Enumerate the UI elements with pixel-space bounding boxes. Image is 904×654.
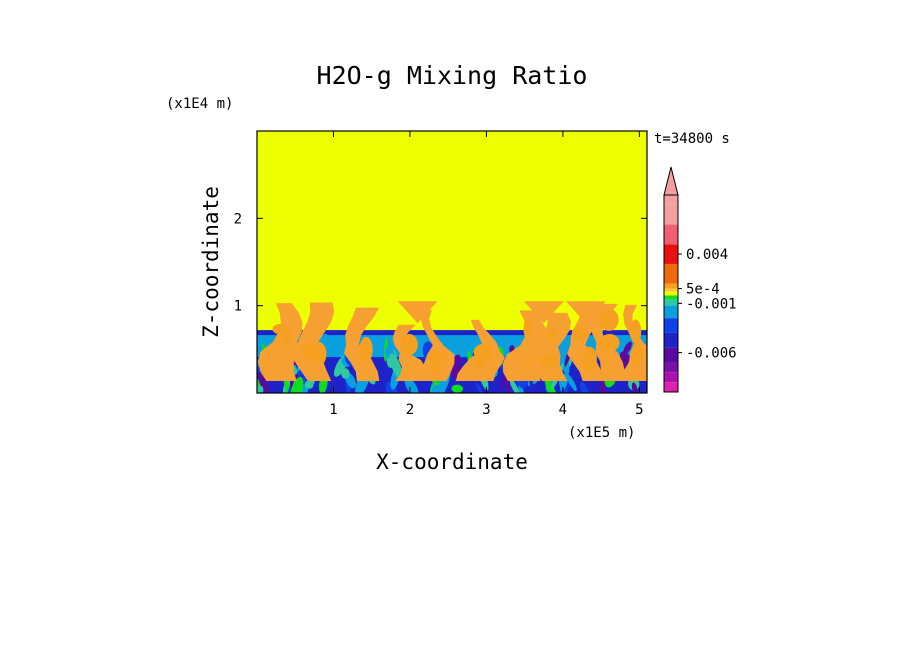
plume-core	[571, 325, 588, 340]
moisture-plume	[410, 310, 455, 381]
bl-streak	[631, 382, 638, 393]
moisture-plume	[591, 303, 625, 381]
colorbar-band	[664, 295, 678, 300]
bl-streak	[389, 353, 403, 380]
plume-core	[631, 343, 643, 366]
z-tick-label: 1	[234, 299, 242, 315]
x-tick-label: 5	[635, 402, 643, 418]
moisture-plume	[526, 312, 571, 381]
colorbar-band	[664, 263, 678, 284]
bl-streak	[451, 384, 464, 393]
bl-streak	[283, 376, 293, 393]
x-tick-label: 4	[559, 402, 567, 418]
moisture-plume	[392, 324, 427, 381]
x-tick-label: 1	[329, 402, 337, 418]
bl-streak	[290, 376, 304, 393]
plume-core	[360, 343, 369, 355]
bl-streak	[599, 376, 607, 393]
z-axis-label: Z-coordinate	[199, 186, 223, 338]
colorbar-band	[664, 305, 678, 319]
bl-streak	[257, 372, 270, 393]
bl-streak	[431, 384, 441, 393]
colorbar: 0.004 5e-4-0.001 -0.006	[663, 166, 737, 393]
bl-streak	[341, 368, 350, 379]
moisture-plume	[344, 307, 380, 381]
plume-core	[523, 319, 532, 339]
z-tick-label: 2	[234, 211, 242, 227]
chart-title: H2O-g Mixing Ratio	[317, 61, 588, 90]
x-tick-label: 3	[482, 402, 490, 418]
x-tick-label: 2	[406, 402, 414, 418]
bl-streak	[566, 374, 577, 392]
bl-streak	[544, 377, 558, 393]
z-axis-unit: (x1E4 m)	[166, 96, 233, 112]
colorbar-band	[664, 291, 678, 296]
plot-area	[257, 131, 647, 393]
plume-anvil	[565, 301, 606, 324]
plume-core	[400, 333, 418, 356]
plume-core	[428, 351, 448, 363]
plume-core	[599, 334, 620, 352]
colorbar-band	[664, 372, 678, 383]
colorbar-frame	[663, 194, 679, 393]
x-axis-unit: (x1E5 m)	[568, 425, 635, 441]
plume-core	[473, 343, 493, 362]
bl-streak	[505, 379, 511, 393]
plume-core	[281, 322, 291, 348]
moisture-plume	[455, 319, 505, 381]
colorbar-max-arrow	[663, 166, 679, 196]
colorbar-label: 0.004	[686, 247, 728, 263]
colorbar-band	[664, 244, 678, 264]
bl-streak	[385, 382, 399, 393]
colorbar-band	[664, 195, 678, 205]
plume-core	[538, 354, 558, 368]
plume-core	[312, 342, 327, 366]
colorbar-band	[664, 204, 678, 225]
moisture-plume	[258, 303, 303, 381]
bl-streak	[623, 341, 632, 355]
x-axis-label: X-coordinate	[376, 450, 528, 474]
plot-frame	[256, 130, 648, 394]
plume-core	[582, 346, 597, 373]
colorbar-label: -0.006	[686, 346, 737, 362]
colorbar-label: 5e-4	[686, 282, 720, 298]
plume-core	[547, 328, 558, 340]
plume-anvil	[397, 301, 438, 324]
bl-streak	[257, 385, 264, 393]
colorbar-band	[664, 362, 678, 373]
time-label: t=34800 s	[654, 131, 730, 147]
colorbar-band	[664, 288, 678, 292]
bl-streak	[580, 381, 590, 393]
colorbar-label: -0.001	[686, 296, 737, 312]
plume-core	[599, 308, 619, 331]
plume-core	[630, 319, 642, 344]
colorbar-band	[664, 224, 678, 245]
bl-streak	[557, 347, 570, 375]
plume-anvil	[523, 301, 564, 324]
colorbar-band	[664, 299, 678, 306]
moisture-plume	[290, 302, 335, 381]
colorbar-band	[664, 283, 678, 289]
colorbar-band	[664, 318, 678, 333]
colorbar-band	[664, 332, 678, 348]
colorbar-band	[664, 347, 678, 363]
colorbar-band	[664, 382, 678, 392]
